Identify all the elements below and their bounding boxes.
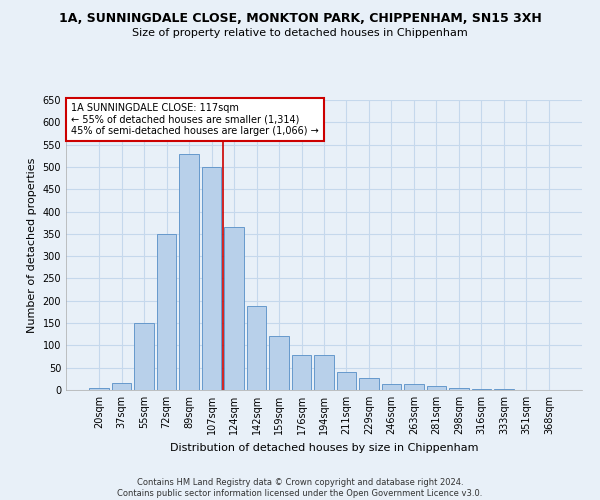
Text: Contains HM Land Registry data © Crown copyright and database right 2024.
Contai: Contains HM Land Registry data © Crown c…: [118, 478, 482, 498]
Bar: [404, 384, 424, 390]
Text: 1A SUNNINGDALE CLOSE: 117sqm
← 55% of detached houses are smaller (1,314)
45% of: 1A SUNNINGDALE CLOSE: 117sqm ← 55% of de…: [71, 103, 319, 136]
Bar: [247, 306, 266, 390]
Bar: [314, 355, 334, 390]
Bar: [179, 154, 199, 390]
Bar: [472, 389, 491, 390]
Bar: [449, 388, 469, 390]
Bar: [494, 389, 514, 390]
Bar: [134, 323, 154, 390]
Text: 1A, SUNNINGDALE CLOSE, MONKTON PARK, CHIPPENHAM, SN15 3XH: 1A, SUNNINGDALE CLOSE, MONKTON PARK, CHI…: [59, 12, 541, 26]
Y-axis label: Number of detached properties: Number of detached properties: [27, 158, 37, 332]
Bar: [427, 386, 446, 390]
Bar: [157, 234, 176, 390]
X-axis label: Distribution of detached houses by size in Chippenham: Distribution of detached houses by size …: [170, 442, 478, 452]
Bar: [359, 378, 379, 390]
Bar: [382, 384, 401, 390]
Bar: [112, 384, 131, 390]
Bar: [292, 355, 311, 390]
Bar: [89, 388, 109, 390]
Bar: [202, 167, 221, 390]
Bar: [337, 372, 356, 390]
Text: Size of property relative to detached houses in Chippenham: Size of property relative to detached ho…: [132, 28, 468, 38]
Bar: [224, 227, 244, 390]
Bar: [269, 336, 289, 390]
